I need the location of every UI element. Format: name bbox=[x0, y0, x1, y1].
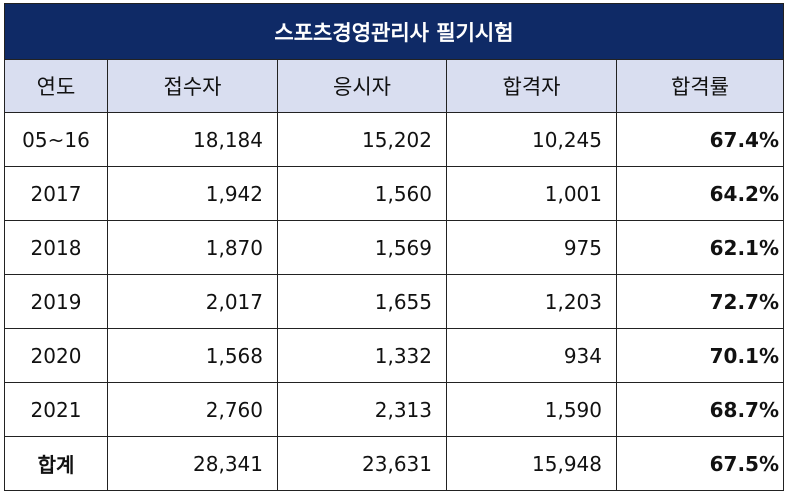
year-cell: 2017 bbox=[4, 166, 108, 221]
pass-rate-cell: 67.4% bbox=[616, 112, 784, 167]
year-cell: 2019 bbox=[4, 274, 108, 329]
total-examinees-cell: 23,631 bbox=[277, 436, 447, 491]
pass-rate-cell: 68.7% bbox=[616, 382, 784, 437]
year-cell: 2020 bbox=[4, 328, 108, 383]
table-row: 2017 1,942 1,560 1,001 64.2% bbox=[4, 166, 784, 221]
pass-rate-cell: 70.1% bbox=[616, 328, 784, 383]
total-label: 합계 bbox=[4, 436, 108, 491]
header-passers: 합격자 bbox=[446, 59, 617, 113]
table-row: 2018 1,870 1,569 975 62.1% bbox=[4, 220, 784, 275]
examinees-cell: 1,569 bbox=[277, 220, 447, 275]
header-applicants: 접수자 bbox=[107, 59, 278, 113]
header-examinees: 응시자 bbox=[277, 59, 447, 113]
title-row: 스포츠경영관리사 필기시험 bbox=[4, 3, 784, 60]
total-passers-cell: 15,948 bbox=[446, 436, 617, 491]
passers-cell: 1,203 bbox=[446, 274, 617, 329]
table-title: 스포츠경영관리사 필기시험 bbox=[4, 3, 784, 60]
pass-rate-cell: 64.2% bbox=[616, 166, 784, 221]
table-row: 2019 2,017 1,655 1,203 72.7% bbox=[4, 274, 784, 329]
examinees-cell: 1,560 bbox=[277, 166, 447, 221]
year-cell: 05~16 bbox=[4, 112, 108, 167]
applicants-cell: 2,760 bbox=[107, 382, 278, 437]
applicants-cell: 1,870 bbox=[107, 220, 278, 275]
header-row: 연도 접수자 응시자 합격자 합격률 bbox=[4, 59, 784, 113]
examinees-cell: 1,332 bbox=[277, 328, 447, 383]
examinees-cell: 1,655 bbox=[277, 274, 447, 329]
examinees-cell: 15,202 bbox=[277, 112, 447, 167]
applicants-cell: 1,942 bbox=[107, 166, 278, 221]
passers-cell: 975 bbox=[446, 220, 617, 275]
applicants-cell: 18,184 bbox=[107, 112, 278, 167]
passers-cell: 1,001 bbox=[446, 166, 617, 221]
table-row: 2020 1,568 1,332 934 70.1% bbox=[4, 328, 784, 383]
total-row: 합계 28,341 23,631 15,948 67.5% bbox=[4, 436, 784, 491]
exam-stats-table-container: 스포츠경영관리사 필기시험 연도 접수자 응시자 합격자 합격률 05~16 1… bbox=[4, 3, 784, 491]
table-row: 2021 2,760 2,313 1,590 68.7% bbox=[4, 382, 784, 437]
table-row: 05~16 18,184 15,202 10,245 67.4% bbox=[4, 112, 784, 167]
pass-rate-cell: 62.1% bbox=[616, 220, 784, 275]
total-applicants-cell: 28,341 bbox=[107, 436, 278, 491]
header-pass-rate: 합격률 bbox=[616, 59, 784, 113]
total-pass-rate-cell: 67.5% bbox=[616, 436, 784, 491]
header-year: 연도 bbox=[4, 59, 108, 113]
pass-rate-cell: 72.7% bbox=[616, 274, 784, 329]
passers-cell: 1,590 bbox=[446, 382, 617, 437]
examinees-cell: 2,313 bbox=[277, 382, 447, 437]
applicants-cell: 2,017 bbox=[107, 274, 278, 329]
applicants-cell: 1,568 bbox=[107, 328, 278, 383]
passers-cell: 934 bbox=[446, 328, 617, 383]
exam-stats-table: 스포츠경영관리사 필기시험 연도 접수자 응시자 합격자 합격률 05~16 1… bbox=[4, 3, 784, 491]
year-cell: 2018 bbox=[4, 220, 108, 275]
year-cell: 2021 bbox=[4, 382, 108, 437]
passers-cell: 10,245 bbox=[446, 112, 617, 167]
